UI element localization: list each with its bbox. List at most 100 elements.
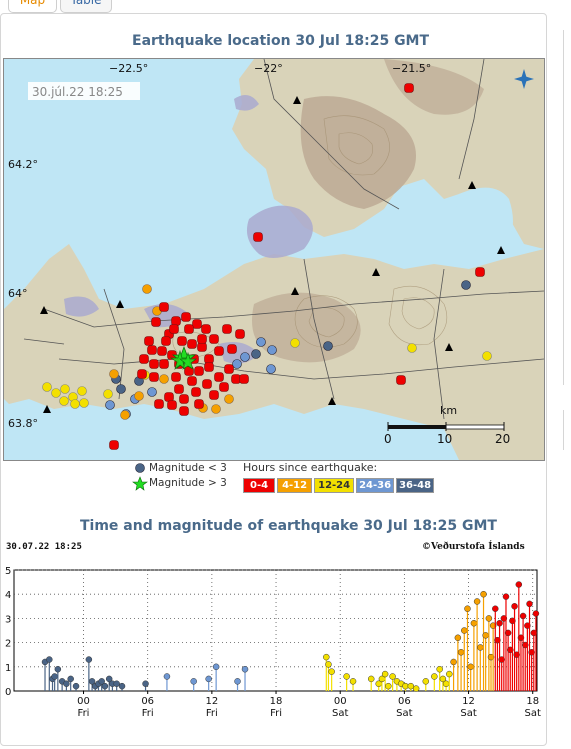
- magnitude-point: [477, 644, 484, 651]
- magnitude-point: [205, 675, 212, 683]
- legend-star-icon: [132, 476, 148, 491]
- tab-table[interactable]: Table: [60, 0, 112, 13]
- magnitude-point: [343, 673, 350, 680]
- map-canvas[interactable]: −22.5° −22° −21.5° 64.2° 64° 63.8° 30.jú…: [4, 59, 544, 460]
- magnitude-point: [507, 646, 514, 654]
- magnitude-point: [480, 590, 487, 598]
- lon-label-3: −21.5°: [392, 62, 431, 75]
- quake-dot: [197, 342, 207, 352]
- station-icon: [291, 287, 299, 295]
- quake-dot: [204, 362, 214, 372]
- lon-label-2: −22°: [254, 62, 283, 75]
- mountains-ne: [384, 59, 484, 115]
- lat-label-1: 64.2°: [8, 158, 38, 171]
- quake-dot: [159, 374, 169, 384]
- magnitude-point: [509, 617, 516, 625]
- tab-map[interactable]: Map: [8, 0, 57, 13]
- quake-dot: [204, 354, 214, 364]
- quake-dot: [142, 284, 152, 294]
- chart-left-label: 30.07.22 18:25: [6, 542, 82, 552]
- magnitude-point: [118, 682, 126, 690]
- quake-dot: [224, 364, 234, 374]
- magnitude-point: [487, 653, 495, 661]
- lake: [456, 187, 513, 253]
- magnitude-point: [482, 632, 489, 639]
- scale-bar: [387, 422, 505, 431]
- magnitude-point: [98, 678, 105, 685]
- lava-field-5: [234, 95, 259, 111]
- legend-hours-title: Hours since earthquake:: [243, 461, 378, 474]
- seismic-stations: [40, 96, 505, 413]
- magnitude-point: [212, 663, 220, 671]
- quake-dot: [174, 384, 184, 394]
- side-panel-edge: [563, 30, 571, 385]
- magnitude-point: [241, 665, 249, 673]
- legend-mag-small: Magnitude < 3: [149, 462, 227, 474]
- bucket-4-12: 4-12: [277, 478, 313, 493]
- magnitude-point: [521, 641, 529, 649]
- quake-dot: [77, 386, 87, 396]
- y-tick-label: 4: [5, 590, 11, 601]
- quake-dot: [105, 400, 115, 410]
- magnitude-point: [436, 665, 443, 673]
- quake-dot: [51, 388, 61, 398]
- quake-dot: [461, 280, 471, 290]
- bucket-36-48: 36-48: [396, 478, 435, 493]
- magnitude-point: [511, 603, 518, 610]
- x-tick-day: Sat: [460, 708, 476, 719]
- quake-dot: [197, 334, 207, 344]
- bucket-24-36: 24-36: [356, 478, 395, 493]
- x-tick-day: Sat: [525, 708, 541, 719]
- magnitude-point: [485, 615, 493, 622]
- quake-dot: [214, 372, 224, 382]
- magnitude-point: [502, 593, 510, 600]
- quake-dot: [224, 394, 234, 404]
- mountains-mid: [252, 292, 361, 363]
- x-tick-time: 18: [270, 696, 283, 707]
- magnitude-point: [450, 658, 457, 666]
- magnitude-point: [457, 649, 465, 656]
- quake-dot: [171, 316, 181, 326]
- quake-dot: [201, 324, 211, 334]
- magnitude-point: [532, 610, 540, 617]
- quake-dot: [191, 387, 201, 397]
- scale-tick-20: 20: [495, 432, 510, 446]
- quake-dot: [266, 364, 276, 374]
- quake-dot: [169, 324, 179, 334]
- chart-title: Time and magnitude of earthquake 30 Jul …: [80, 518, 497, 534]
- station-icon: [43, 405, 51, 413]
- roads: [23, 59, 544, 420]
- quake-dot: [151, 317, 161, 327]
- quake-dot: [70, 399, 80, 409]
- magnitude-point: [72, 682, 80, 690]
- magnitude-point: [442, 680, 450, 687]
- magnitude-point: [494, 636, 501, 644]
- star-icon: [179, 351, 197, 370]
- x-tick-day: Fri: [142, 708, 154, 719]
- quake-dot: [144, 336, 154, 346]
- quake-dot: [482, 351, 492, 361]
- magnitude-point: [489, 622, 497, 629]
- quake-dot: [60, 384, 70, 394]
- earthquake-map[interactable]: −22.5° −22° −21.5° 64.2° 64° 63.8° 30.jú…: [3, 58, 545, 461]
- lava-field-4: [64, 296, 99, 317]
- magnitude-point: [454, 634, 462, 642]
- magnitude-point: [46, 656, 53, 663]
- magnitude-point: [389, 673, 396, 680]
- quake-dot: [109, 369, 119, 379]
- magnitude-point: [513, 651, 520, 658]
- legend-buckets: 0-4 4-12 12-24 24-36 36-48: [243, 478, 435, 493]
- quake-dot: [214, 346, 224, 356]
- quake-dot: [407, 343, 417, 353]
- magnitude-point: [234, 678, 241, 685]
- quake-dot: [240, 352, 250, 362]
- y-tick-label: 1: [5, 663, 11, 674]
- magnitude-point: [190, 678, 197, 685]
- x-tick-day: Fri: [270, 708, 282, 719]
- contours: [172, 115, 448, 358]
- magnitude-point: [385, 682, 392, 690]
- quake-dot: [134, 391, 144, 401]
- large-quake-stars: [169, 346, 197, 370]
- magnitude-point: [381, 670, 389, 678]
- magnitude-point: [67, 675, 74, 683]
